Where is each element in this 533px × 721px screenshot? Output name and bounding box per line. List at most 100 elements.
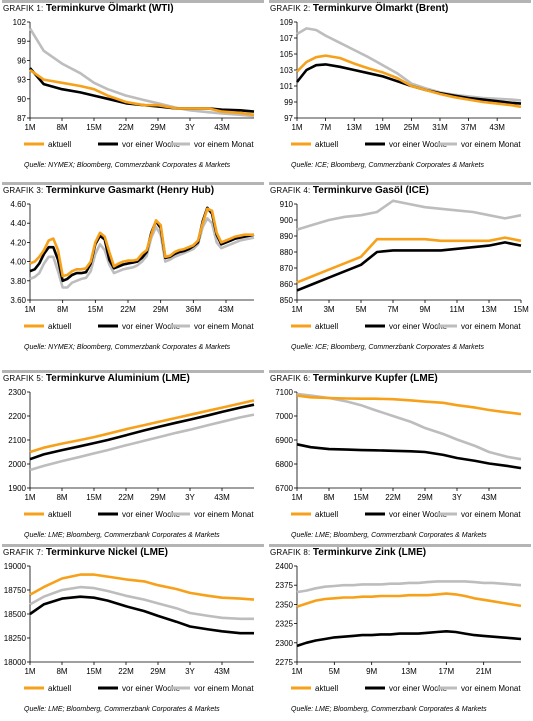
x-tick-label: 13M bbox=[481, 305, 497, 314]
x-tick-label: 13M bbox=[401, 667, 417, 676]
y-tick-label: 99 bbox=[17, 37, 26, 46]
legend-label: aktuell bbox=[48, 684, 71, 693]
y-tick-label: 18750 bbox=[4, 586, 27, 595]
y-tick-label: 6900 bbox=[275, 436, 293, 445]
x-tick-label: 29M bbox=[417, 493, 433, 502]
y-tick-label: 107 bbox=[280, 34, 294, 43]
x-tick-label: 15M bbox=[86, 667, 102, 676]
y-tick-label: 2100 bbox=[8, 436, 26, 445]
chart-number: GRAFIK 7: bbox=[3, 548, 46, 557]
series-line-vor-einem-Monat bbox=[296, 580, 522, 594]
legend-label: aktuell bbox=[48, 140, 71, 149]
x-tick-label: 3Y bbox=[185, 493, 195, 502]
x-tick-label: 43M bbox=[214, 123, 230, 132]
x-tick-label: 22M bbox=[118, 667, 134, 676]
legend-label: vor einer Woche bbox=[389, 684, 448, 693]
y-tick-label: 99 bbox=[284, 98, 293, 107]
y-tick-label: 6700 bbox=[275, 484, 293, 493]
y-tick-label: 97 bbox=[284, 114, 293, 123]
x-tick-label: 25M bbox=[404, 123, 420, 132]
y-tick-label: 900 bbox=[280, 216, 294, 225]
x-tick-label: 43M bbox=[214, 493, 230, 502]
chart-title: GRAFIK 5: Terminkurve Aluminium (LME) bbox=[3, 373, 190, 385]
chart-panel-brent: GRAFIK 2: Terminkurve Ölmarkt (Brent) 97… bbox=[269, 0, 531, 176]
y-tick-label: 4.20 bbox=[10, 238, 26, 247]
chart-title: GRAFIK 8: Terminkurve Zink (LME) bbox=[270, 547, 426, 559]
x-tick-label: 17M bbox=[439, 667, 455, 676]
x-tick-label: 31M bbox=[432, 123, 448, 132]
series-line-aktuell bbox=[296, 236, 522, 284]
x-tick-label: 15M bbox=[86, 493, 102, 502]
x-tick-label: 1M bbox=[24, 493, 35, 502]
chart-title-text: Terminkurve Gasmarkt (Henry Hub) bbox=[45, 185, 215, 196]
x-tick-label: 29M bbox=[150, 667, 166, 676]
x-tick-label: 9M bbox=[419, 305, 430, 314]
y-tick-label: 101 bbox=[280, 82, 294, 91]
y-tick-label: 2350 bbox=[275, 600, 293, 609]
chart-svg: 97 99 101 103 105 107 109 1M 7M 13M 19M 25M 31M 37M 43… bbox=[280, 18, 522, 149]
chart-number: GRAFIK 1: bbox=[3, 4, 46, 13]
x-tick-label: 3Y bbox=[185, 123, 195, 132]
legend-label: vor einer Woche bbox=[389, 322, 448, 331]
series-line-aktuell bbox=[296, 592, 522, 608]
y-tick-label: 880 bbox=[280, 248, 294, 257]
series-line-aktuell bbox=[29, 207, 254, 278]
chart-number: GRAFIK 8: bbox=[270, 548, 313, 557]
series-line-vor-einer-Woche bbox=[29, 595, 254, 635]
x-tick-label: 8M bbox=[56, 667, 67, 676]
chart-source: Quelle: ICE; Bloomberg, Commerzbank Corp… bbox=[291, 162, 484, 169]
chart-title: GRAFIK 4: Terminkurve Gasöl (ICE) bbox=[270, 185, 429, 197]
x-tick-label: 8M bbox=[57, 305, 68, 314]
legend-label: vor einem Monat bbox=[461, 510, 521, 519]
series-line-vor-einem-Monat bbox=[29, 217, 255, 289]
chart-svg: 850 860 870 880 890 900 910 1M 3M 5M 7M 9M 11M 13M 15M… bbox=[280, 199, 529, 331]
x-tick-label: 43M bbox=[489, 123, 505, 132]
y-tick-label: 18250 bbox=[4, 634, 27, 643]
x-tick-label: 36M bbox=[186, 305, 202, 314]
legend-label: aktuell bbox=[48, 322, 71, 331]
panel-top-rule bbox=[2, 0, 264, 3]
y-tick-label: 18500 bbox=[4, 610, 27, 619]
x-tick-label: 9M bbox=[366, 667, 377, 676]
legend-label: aktuell bbox=[315, 510, 338, 519]
series-line-vor-einer-Woche bbox=[296, 630, 522, 648]
x-tick-label: 8M bbox=[56, 123, 67, 132]
x-tick-label: 11M bbox=[450, 305, 465, 314]
series-line-vor-einer-Woche bbox=[29, 403, 255, 461]
chart-title-text: Terminkurve Nickel (LME) bbox=[45, 547, 168, 558]
series-line-vor-einer-Woche bbox=[296, 241, 522, 292]
x-tick-label: 8M bbox=[323, 493, 334, 502]
x-tick-label: 22M bbox=[385, 493, 401, 502]
x-tick-label: 43M bbox=[218, 305, 234, 314]
x-tick-label: 7M bbox=[387, 305, 398, 314]
x-tick-label: 1M bbox=[24, 305, 35, 314]
y-tick-label: 4.40 bbox=[10, 219, 26, 228]
panel-top-rule bbox=[269, 182, 531, 185]
chart-number: GRAFIK 6: bbox=[270, 374, 313, 383]
x-tick-label: 8M bbox=[56, 493, 67, 502]
chart-source: Quelle: NYMEX; Bloomberg, Commerzbank Co… bbox=[24, 162, 231, 169]
x-tick-label: 1M bbox=[291, 123, 302, 132]
chart-title-text: Terminkurve Gasöl (ICE) bbox=[312, 185, 429, 196]
y-tick-label: 18000 bbox=[4, 658, 27, 667]
series-line-vor-einer-Woche bbox=[296, 443, 522, 470]
y-tick-label: 3.60 bbox=[10, 296, 26, 305]
y-tick-label: 4.00 bbox=[10, 258, 26, 267]
chart-title-text: Terminkurve Ölmarkt (Brent) bbox=[312, 3, 449, 14]
legend-label: vor einem Monat bbox=[194, 322, 254, 331]
y-tick-label: 93 bbox=[17, 76, 26, 85]
series-line-aktuell bbox=[296, 54, 522, 109]
series-line-aktuell bbox=[29, 68, 255, 117]
chart-svg: 2275 2300 2325 2350 2375 2400 1M 5M 9M 13M 17M 21M a… bbox=[275, 562, 522, 693]
y-tick-label: 109 bbox=[280, 18, 294, 27]
chart-source: Quelle: NYMEX; Bloomberg, Commerzbank Co… bbox=[24, 344, 231, 351]
x-tick-label: 15M bbox=[353, 493, 369, 502]
chart-title: GRAFIK 3: Terminkurve Gasmarkt (Henry Hu… bbox=[3, 185, 214, 197]
x-tick-label: 1M bbox=[291, 667, 302, 676]
chart-panel-wti: GRAFIK 1: Terminkurve Ölmarkt (WTI) 87 90… bbox=[2, 0, 264, 176]
series-line-vor-einer-Woche bbox=[295, 63, 522, 105]
x-tick-label: 21M bbox=[476, 667, 492, 676]
legend-label: vor einem Monat bbox=[461, 684, 521, 693]
legend-label: vor einer Woche bbox=[122, 140, 181, 149]
x-tick-label: 43M bbox=[214, 667, 230, 676]
